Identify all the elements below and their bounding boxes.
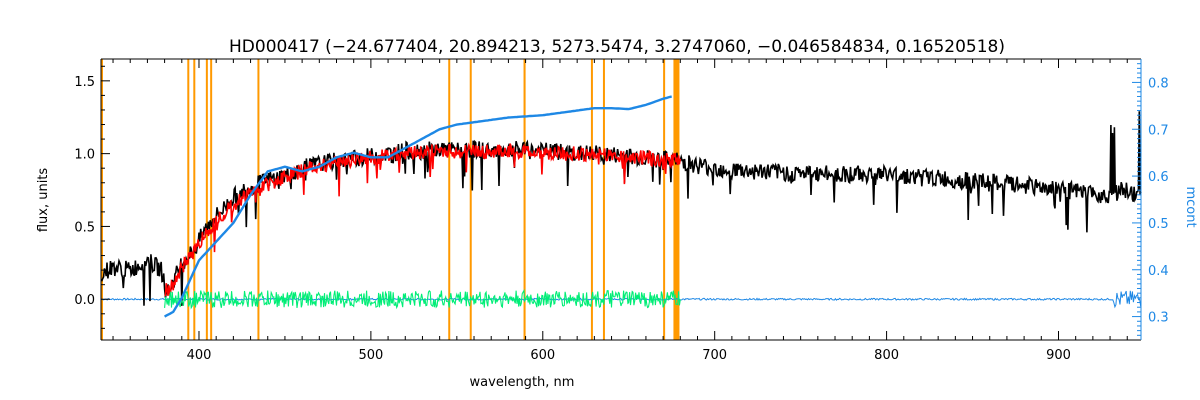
mask-band (101, 59, 103, 340)
y2-tick-label: 0.7 (1148, 123, 1169, 138)
x-tick-label: 800 (874, 348, 899, 363)
x-tick-label: 500 (358, 348, 383, 363)
model-spectrum-line (164, 142, 682, 297)
y2-tick-label: 0.6 (1148, 170, 1169, 185)
y2-axis-label: mcont (1183, 186, 1198, 227)
mask-band (602, 59, 605, 340)
y-axis-label: flux, units (36, 168, 51, 233)
x-tick-label: 700 (702, 348, 727, 363)
observed-spectrum-line (100, 111, 1142, 306)
mask-band (469, 59, 472, 340)
x-tick-label: 600 (530, 348, 555, 363)
axes: 400 500 600 700 800 900 0.0 0.5 1.0 1.5 0.3 0.4 0.5 0… (74, 58, 1169, 363)
x-tick-label: 900 (1046, 348, 1071, 363)
y2-tick-label: 0.8 (1148, 76, 1169, 91)
y2-tick-label: 0.5 (1148, 217, 1169, 232)
series-layer (100, 95, 1142, 318)
mask-band (187, 59, 190, 340)
y-tick-label: 0.0 (74, 293, 95, 308)
y2-tick-label: 0.4 (1148, 264, 1169, 279)
mask-band (205, 59, 208, 340)
mask-band (590, 59, 593, 340)
mask-bands (101, 59, 680, 340)
x-axis-label: wavelength, nm (470, 375, 575, 390)
mask-band (210, 59, 213, 340)
mask-band (193, 59, 196, 340)
mask-band (257, 59, 260, 340)
y-tick-label: 1.0 (74, 148, 95, 163)
y-tick-label: 0.5 (74, 220, 95, 235)
mask-band (673, 59, 680, 340)
y2-tick-label: 0.3 (1148, 311, 1169, 326)
continuum-line (163, 95, 672, 318)
x-tick-label: 400 (187, 348, 212, 363)
chart-title: HD000417 (−24.677404, 20.894213, 5273.54… (229, 37, 1005, 57)
mask-band (448, 59, 451, 340)
mask-band (523, 59, 526, 340)
mask-band (663, 59, 666, 340)
residual-line (164, 288, 681, 310)
y-tick-label: 1.5 (74, 75, 95, 90)
